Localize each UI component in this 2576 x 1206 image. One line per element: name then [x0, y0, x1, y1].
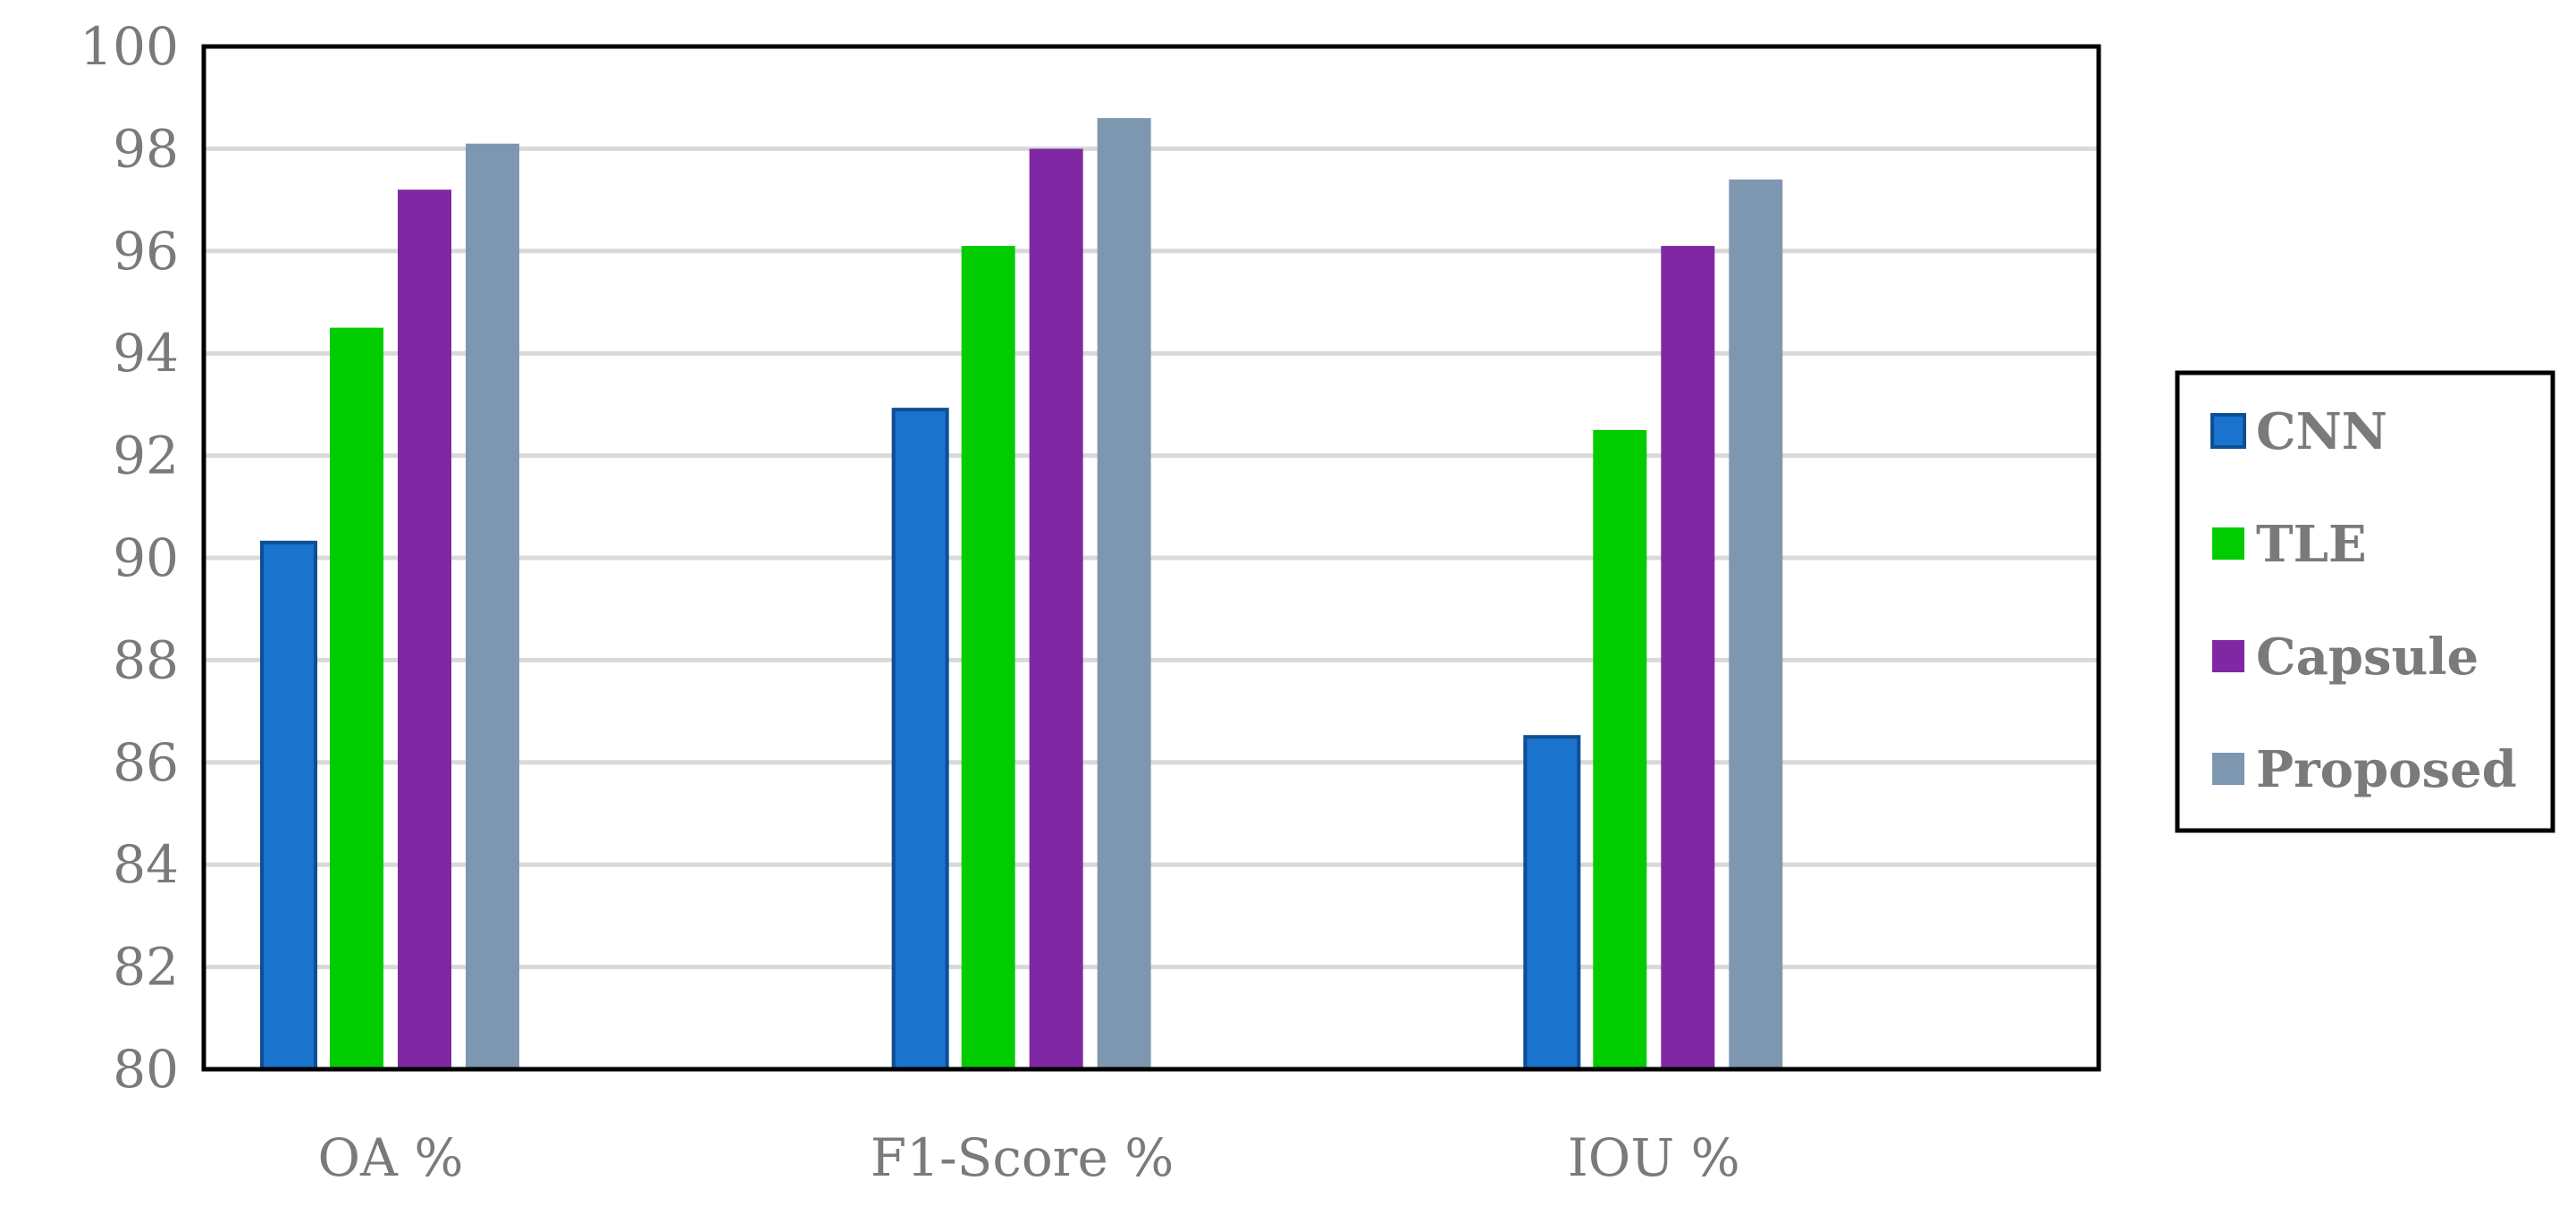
bar-cnn-1: [260, 540, 317, 1071]
y-tick-label: 90: [113, 527, 179, 588]
legend-swatch-tle: [2212, 527, 2244, 560]
legend-label-proposed: Proposed: [2256, 740, 2517, 799]
legend-swatch-capsule: [2212, 640, 2244, 672]
bar-tle-3: [1593, 430, 1647, 1069]
bar-proposed-1: [466, 143, 519, 1070]
bar-tle-2: [961, 246, 1015, 1070]
bar-cnn-3: [1523, 735, 1581, 1071]
legend-label-capsule: Capsule: [2256, 628, 2479, 687]
y-tick-label: 80: [113, 1039, 179, 1100]
y-tick-label: 84: [113, 834, 179, 895]
y-tick-label: 86: [113, 732, 179, 793]
y-tick-label: 94: [113, 323, 179, 384]
plot-frame: [201, 44, 2101, 1072]
legend-label-tle: TLE: [2256, 515, 2367, 574]
y-tick-label: 96: [113, 221, 179, 282]
bars: [260, 118, 1783, 1071]
x-category-label: OA %: [318, 1127, 464, 1188]
y-tick-label: 82: [113, 937, 179, 998]
bar-capsule-3: [1661, 246, 1715, 1070]
gridlines: [204, 146, 2099, 970]
bar-capsule-1: [398, 190, 451, 1069]
bar-tle-1: [330, 327, 383, 1070]
x-category-label: IOU %: [1568, 1127, 1740, 1188]
x-category-label: F1-Score %: [871, 1127, 1174, 1188]
bar-proposed-2: [1097, 118, 1151, 1070]
x-axis-labels: OA % F1-Score % IOU %: [318, 1127, 1740, 1188]
bar-cnn-2: [891, 408, 949, 1071]
legend-swatch-proposed: [2212, 753, 2244, 785]
bar-capsule-2: [1029, 148, 1083, 1069]
y-tick-label: 98: [113, 118, 179, 179]
legend-swatch-cnn: [2210, 413, 2246, 449]
y-tick-label: 88: [113, 629, 179, 690]
y-tick-label: 92: [113, 426, 179, 486]
legend: CNN TLE Capsule Proposed: [2175, 370, 2555, 833]
bar-proposed-3: [1729, 179, 1783, 1070]
y-tick-label: 100: [80, 16, 179, 77]
y-axis-ticks: 80 82 84 86 88 90 92 94 96 98 100: [80, 16, 179, 1100]
legend-label-cnn: CNN: [2256, 402, 2387, 461]
